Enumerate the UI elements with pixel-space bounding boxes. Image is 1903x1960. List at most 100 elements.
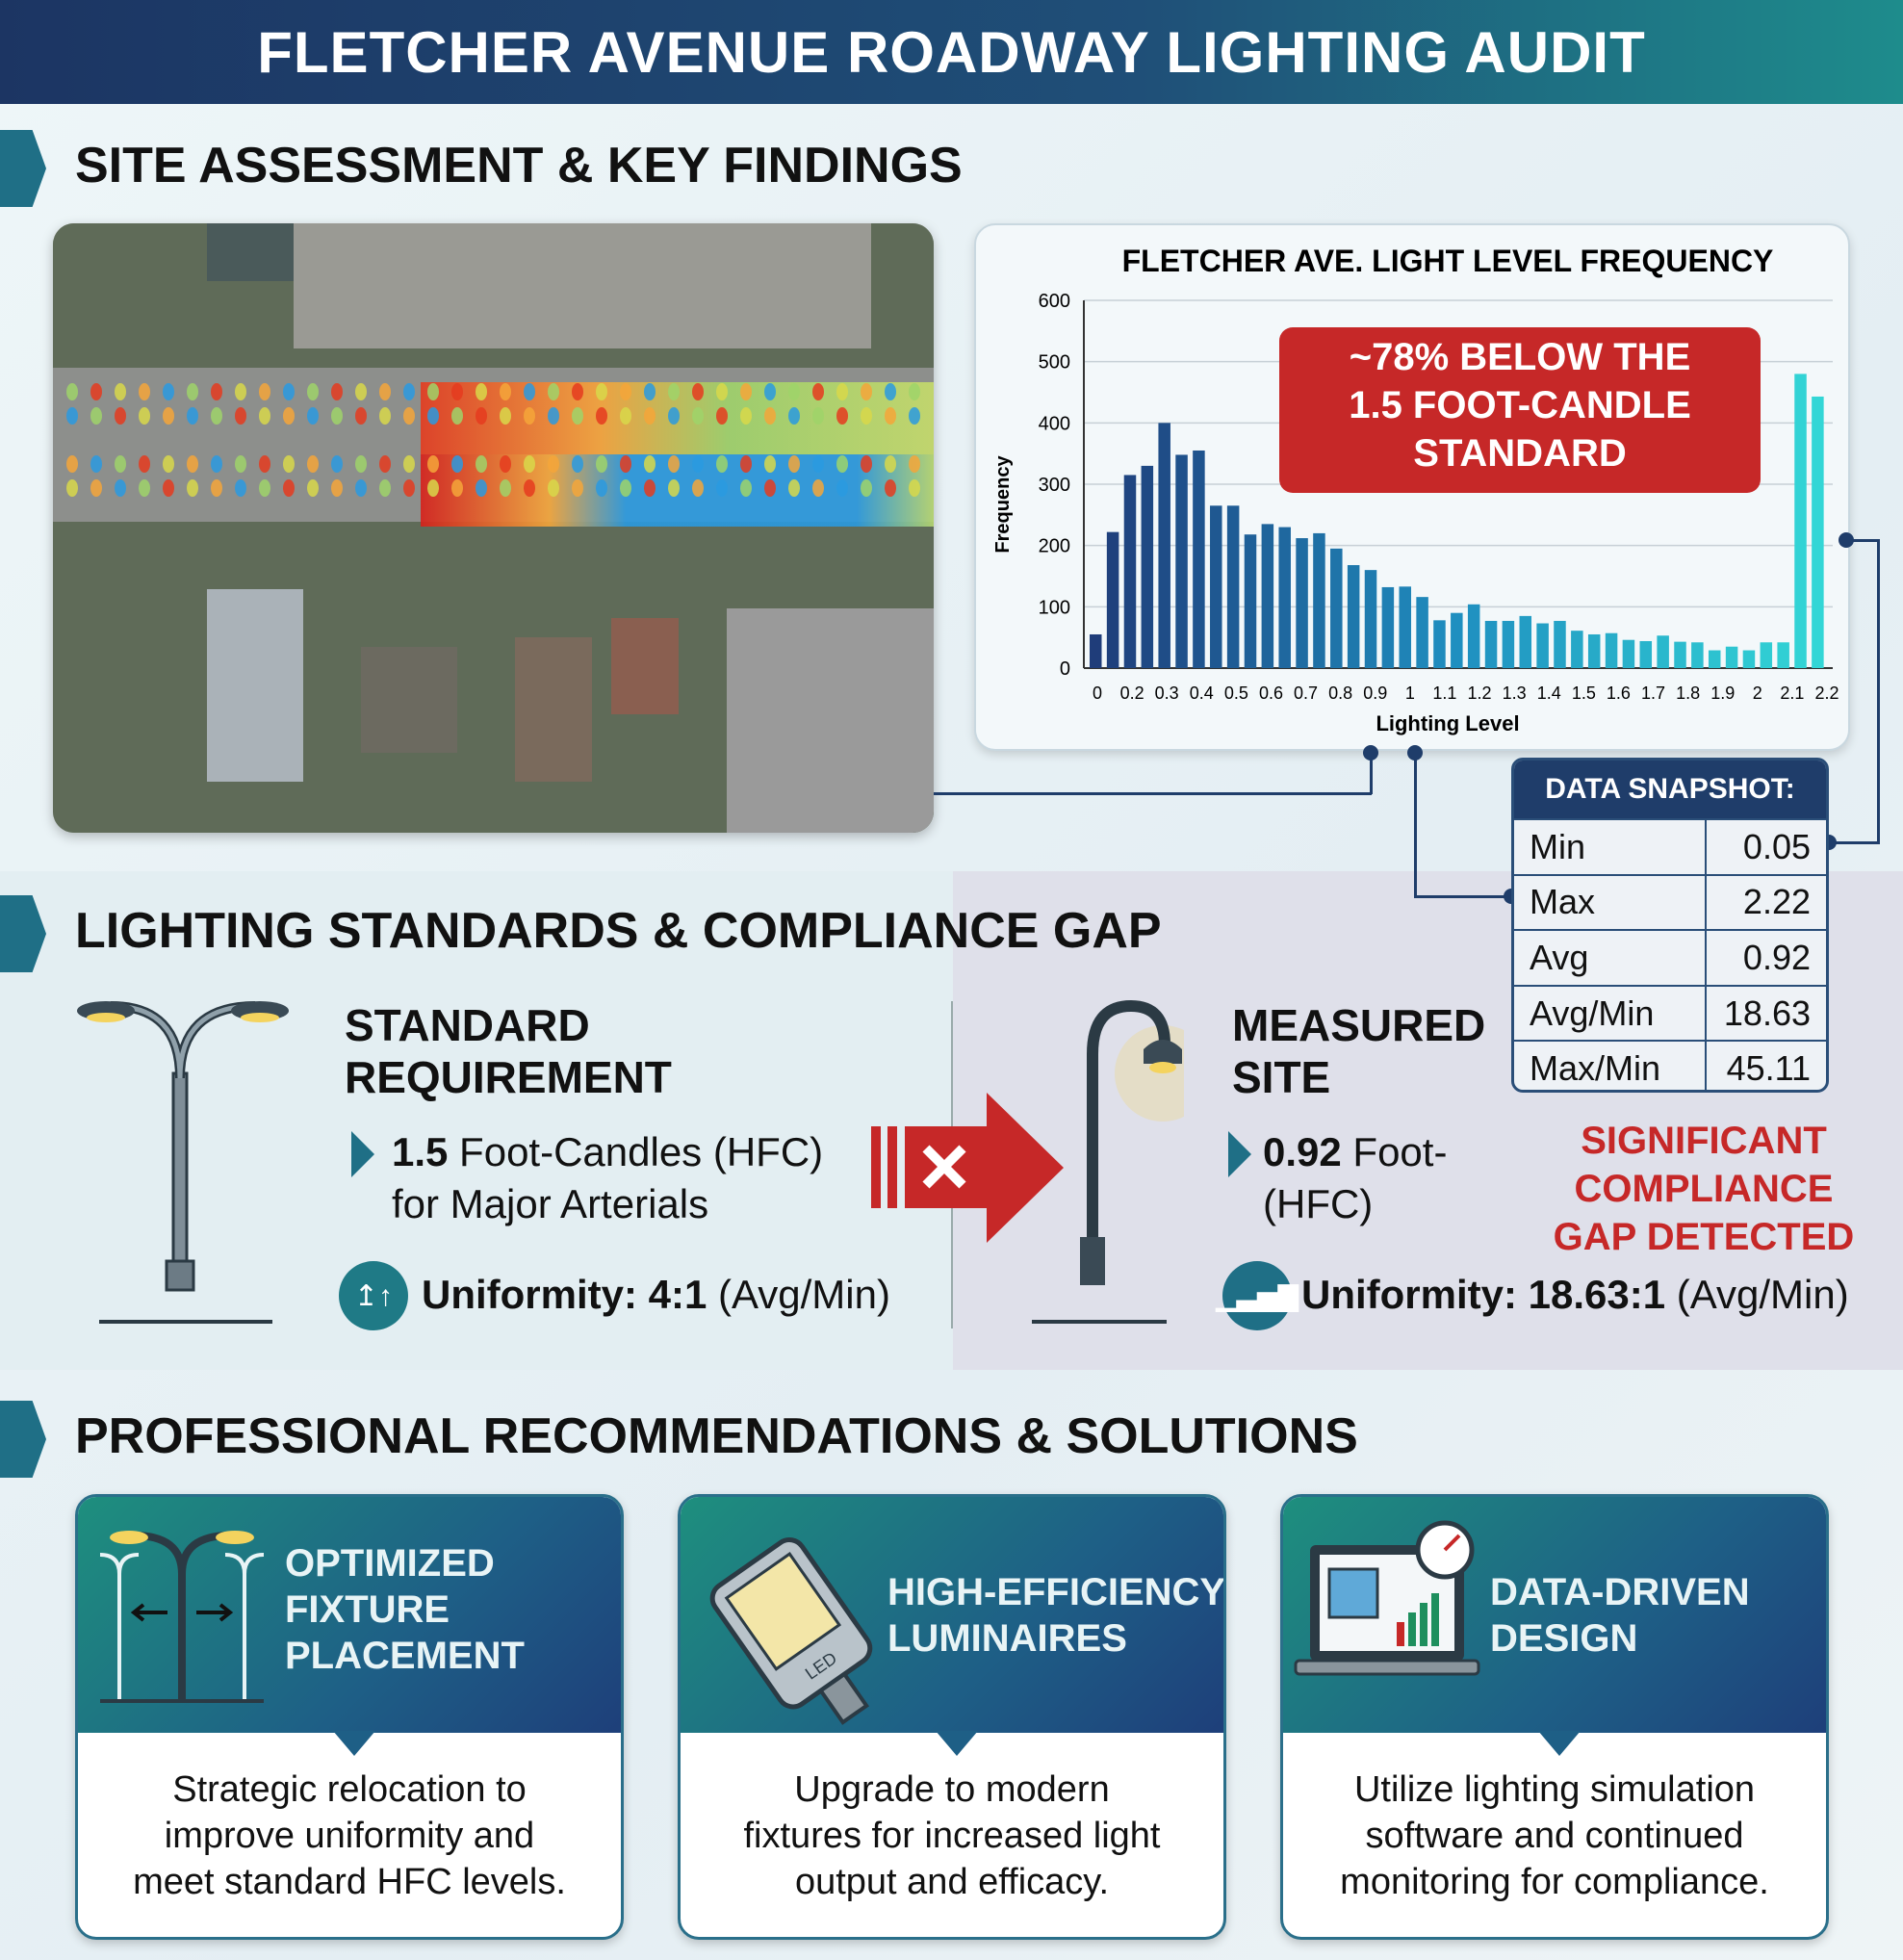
histogram-bar: [1760, 642, 1773, 668]
histogram-bar: [1484, 620, 1498, 668]
measurement-point: [90, 455, 102, 473]
x-tick-label: 0.2: [1120, 683, 1144, 703]
x-tick-label: 2.1: [1780, 683, 1804, 703]
laptop-gauge-icon: [1291, 1516, 1483, 1714]
connector-line: [934, 792, 1372, 795]
measurement-point: [355, 479, 367, 497]
measurement-point: [307, 455, 319, 473]
measured-value: 0.92 Foot- (HFC): [1263, 1129, 1448, 1226]
measurement-point: [476, 479, 487, 497]
card-title: HIGH-EFFICIENCY LUMINAIRES: [887, 1571, 1226, 1660]
measurement-point: [764, 455, 776, 473]
y-tick-label: 500: [1039, 352, 1070, 374]
histogram-bar: [1605, 632, 1618, 668]
measurement-point: [139, 383, 150, 400]
measurement-point: [909, 383, 920, 400]
snapshot-value: 0.05: [1742, 826, 1811, 866]
measurement-point: [379, 383, 391, 400]
x-tick-label: 1.1: [1432, 683, 1456, 703]
measurement-point: [115, 407, 126, 425]
measurement-point: [909, 407, 920, 425]
histogram-bar: [1399, 586, 1411, 668]
measurement-point: [139, 407, 150, 425]
measurement-point: [500, 479, 511, 497]
y-tick-label: 300: [1039, 475, 1070, 496]
measurement-point: [524, 407, 535, 425]
histogram-bar: [1467, 604, 1480, 668]
measurement-point: [259, 383, 270, 400]
measurement-point: [500, 383, 511, 400]
histogram-bar: [1587, 633, 1601, 668]
histogram-bar: [1278, 527, 1291, 668]
measurement-point: [427, 383, 439, 400]
measurement-point: [283, 455, 295, 473]
measurement-point: [235, 455, 246, 473]
measurement-point: [572, 383, 583, 400]
y-tick-label: 0: [1060, 658, 1070, 680]
y-tick-label: 400: [1039, 413, 1070, 434]
measurement-point: [692, 407, 704, 425]
recommendation-card: LED HIGH-EFFICIENCY LUMINAIRES Upgrade to m…: [678, 1494, 1226, 1940]
measurement-point: [211, 455, 222, 473]
measurement-point: [572, 455, 583, 473]
measurement-point: [909, 479, 920, 497]
measurement-point: [235, 407, 246, 425]
measurement-point: [355, 383, 367, 400]
section-title-standards: LIGHTING STANDARDS & COMPLIANCE GAP: [75, 903, 1162, 959]
measurement-point: [716, 407, 728, 425]
bar-chart-icon: ▁▃▅▇: [1216, 1261, 1299, 1330]
measurement-point: [331, 383, 343, 400]
measurement-point: [163, 407, 174, 425]
snapshot-row: Max/Min 45.11: [1514, 1040, 1826, 1090]
measurement-point: [788, 407, 800, 425]
measurement-point: [139, 455, 150, 473]
measurement-point: [836, 383, 848, 400]
x-tick-label: 1: [1405, 683, 1415, 703]
histogram-bar: [1381, 586, 1395, 668]
snapshot-value: 18.63: [1723, 993, 1811, 1033]
measurement-point: [572, 479, 583, 497]
snapshot-row: Min 0.05: [1514, 818, 1826, 874]
measurement-point: [524, 455, 535, 473]
measurement-point: [764, 383, 776, 400]
single-streetlight-icon: [1032, 999, 1184, 1324]
x-tick-label: 1.5: [1572, 683, 1596, 703]
measurement-point: [524, 383, 535, 400]
measurement-point: [211, 407, 222, 425]
snapshot-value: 2.22: [1742, 882, 1811, 922]
snapshot-value: 45.11: [1726, 1048, 1811, 1089]
histogram-bar: [1794, 374, 1807, 668]
measurement-point: [692, 383, 704, 400]
measurement-point: [187, 479, 198, 497]
measurement-point: [403, 407, 415, 425]
histogram-bar: [1313, 532, 1325, 668]
measurement-point: [644, 479, 656, 497]
histogram-bar: [1451, 612, 1463, 668]
measurement-point: [403, 383, 415, 400]
histogram-bar: [1433, 620, 1446, 668]
measurement-point: [476, 383, 487, 400]
x-tick-label: 0.7: [1294, 683, 1318, 703]
measurement-point: [307, 407, 319, 425]
measurement-point: [355, 407, 367, 425]
measurement-point: [692, 455, 704, 473]
site-aerial-map: [53, 223, 934, 833]
measurement-point: [283, 383, 295, 400]
x-tick-label: 2.2: [1814, 683, 1839, 703]
measurement-point: [788, 479, 800, 497]
measurement-point: [90, 479, 102, 497]
measurement-point: [740, 407, 752, 425]
measurement-point: [548, 455, 559, 473]
x-axis-label: Lighting Level: [1376, 711, 1519, 735]
standard-uniformity: Uniformity: 4:1 (Avg/Min): [422, 1272, 890, 1317]
standard-title: STANDARD REQUIREMENT: [345, 1000, 672, 1102]
x-tick-label: 1.3: [1503, 683, 1527, 703]
measurement-point: [476, 407, 487, 425]
measurement-point: [836, 479, 848, 497]
measurement-point: [596, 479, 607, 497]
x-tick-label: 1.4: [1537, 683, 1561, 703]
connector-line: [1829, 841, 1880, 844]
page-header: FLETCHER AVENUE ROADWAY LIGHTING AUDIT: [0, 0, 1903, 104]
measurement-point: [115, 383, 126, 400]
histogram-bar: [1090, 633, 1102, 668]
